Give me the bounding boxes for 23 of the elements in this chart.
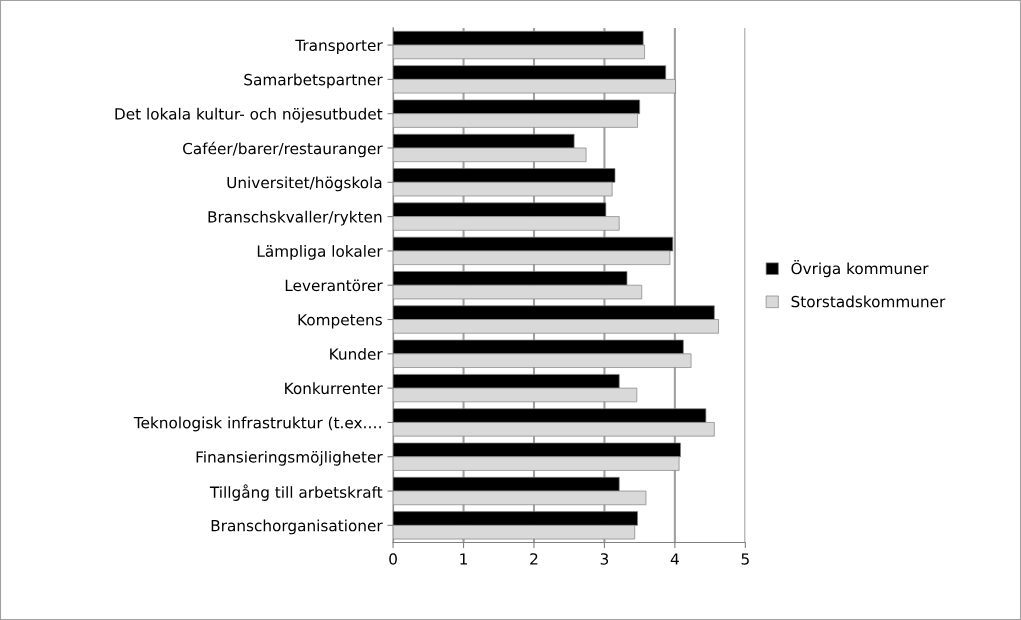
legend-label: Storstadskommuner xyxy=(791,295,946,308)
y-tick-label: Lämpliga lokaler xyxy=(257,245,383,260)
y-tick-label: Caféer/barer/restauranger xyxy=(183,141,383,158)
x-tick-label: 2 xyxy=(530,553,538,565)
y-tick-label: Branschorganisationer xyxy=(211,519,383,535)
x-tick-label: 1 xyxy=(460,553,467,565)
x-tick-label: 5 xyxy=(741,553,749,565)
y-tick-label: Transporter xyxy=(295,39,383,55)
y-tick-label: Det lokala kultur- och nöjesutbudet xyxy=(115,107,383,123)
x-tick-label: 3 xyxy=(600,553,609,565)
y-tick-label: Kompetens xyxy=(298,314,382,329)
y-tick-label: Branschskvaller/rykten xyxy=(208,210,382,226)
y-tick-label: Finansieringsmöjligheter xyxy=(196,450,383,466)
y-tick-label: Konkurrenter xyxy=(285,382,383,395)
y-tick-label: Tillgång till arbetskraft xyxy=(209,484,383,501)
y-tick-label: Samarbetspartner xyxy=(244,73,383,89)
y-tick-label: Leverantörer xyxy=(285,279,383,292)
y-tick-label: Kunder xyxy=(330,348,383,360)
y-tick-label: Teknologisk infrastruktur (t.ex.… xyxy=(133,416,381,432)
y-tick-label: Universitet/högskola xyxy=(227,176,382,192)
legend-label: Övriga kommuner xyxy=(791,260,929,278)
x-tick-label: 4 xyxy=(670,553,679,565)
x-tick-label: 0 xyxy=(389,553,397,565)
